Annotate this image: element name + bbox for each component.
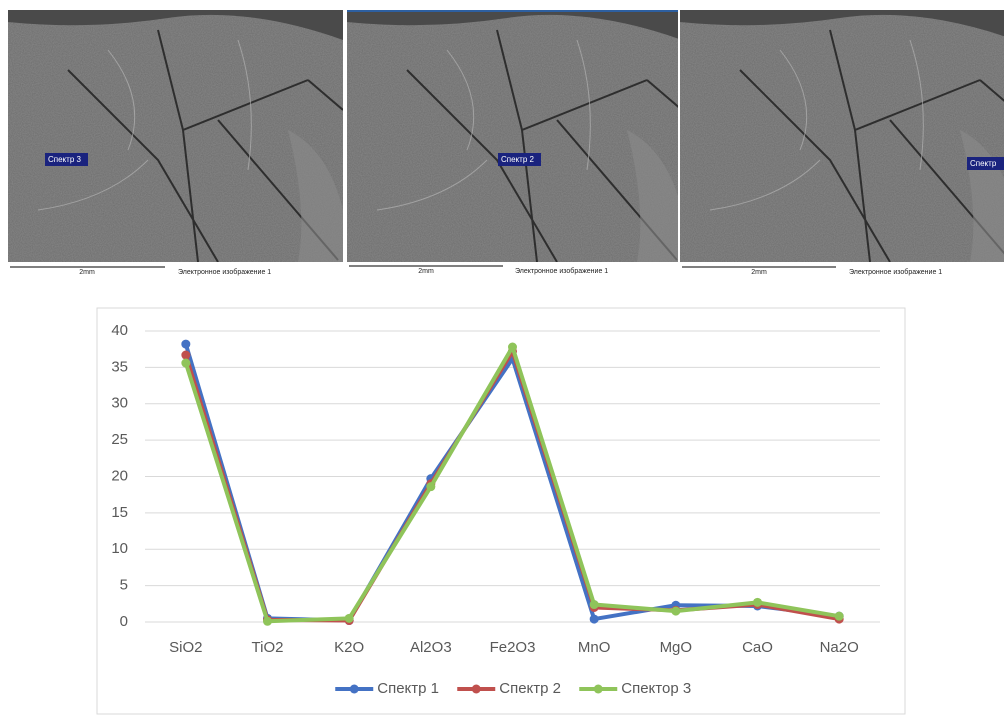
legend-label: Спектр 1 <box>377 680 439 697</box>
x-tick-label: MgO <box>660 639 693 656</box>
data-point <box>589 600 599 610</box>
data-point <box>263 616 272 626</box>
scale-text: 2mm <box>79 269 95 276</box>
data-point <box>834 611 844 621</box>
legend-marker <box>593 684 603 694</box>
data-point <box>344 613 354 623</box>
y-tick-label: 25 <box>111 431 128 448</box>
x-tick-label: CaO <box>742 639 773 656</box>
y-tick-label: 5 <box>120 577 128 594</box>
x-tick-label: Fe2O3 <box>490 639 536 656</box>
data-point <box>671 606 681 616</box>
sem-image: Спектр 3 2mm Электронное изображение 1 <box>8 10 343 276</box>
x-tick-label: TiO2 <box>252 639 284 656</box>
caption: Электронное изображение 1 <box>515 267 608 275</box>
x-tick-label: Al2O3 <box>410 639 452 656</box>
legend-marker <box>349 684 359 694</box>
caption: Электронное изображение 1 <box>178 268 271 276</box>
legend-marker <box>471 684 481 694</box>
spectrum-label: Спектр 2 <box>501 155 534 164</box>
x-tick-label: SiO2 <box>169 639 202 656</box>
caption: Электронное изображение 1 <box>849 268 942 276</box>
y-tick-label: 35 <box>111 358 128 375</box>
y-tick-label: 15 <box>111 504 128 521</box>
x-tick-label: K2O <box>334 639 364 656</box>
y-tick-label: 30 <box>111 395 128 412</box>
sem-image: Спектр 2 2mm Электронное изображение 1 <box>347 10 678 275</box>
data-point <box>753 597 762 607</box>
label-box <box>45 153 88 166</box>
y-tick-label: 0 <box>120 613 128 630</box>
y-tick-label: 20 <box>111 467 128 484</box>
data-point <box>508 342 517 352</box>
y-tick-label: 10 <box>111 540 128 557</box>
sem-image: Спектр 2mm Электронное изображение 1 <box>680 10 1004 276</box>
scale-text: 2mm <box>418 268 434 275</box>
data-point <box>181 339 191 349</box>
spectrum-label: Спектр 3 <box>48 155 81 164</box>
spectrum-label: Спектр <box>970 159 997 168</box>
legend-label: Спектр 2 <box>499 680 561 697</box>
data-point <box>181 358 191 368</box>
scale-text: 2mm <box>751 269 767 276</box>
x-tick-label: MnO <box>578 639 611 656</box>
legend-label: Спектор 3 <box>621 680 691 697</box>
data-point <box>181 350 191 360</box>
x-tick-label: Na2O <box>820 639 859 656</box>
y-tick-label: 40 <box>111 322 128 339</box>
data-point <box>589 614 599 624</box>
label-box <box>498 153 541 166</box>
label-box <box>967 157 1004 170</box>
chart: 0 5 10 15 20 25 30 35 40 SiO2 TiO2 K2O Al2O3 Fe2O3 MnO… <box>111 322 880 697</box>
data-point <box>426 482 436 492</box>
